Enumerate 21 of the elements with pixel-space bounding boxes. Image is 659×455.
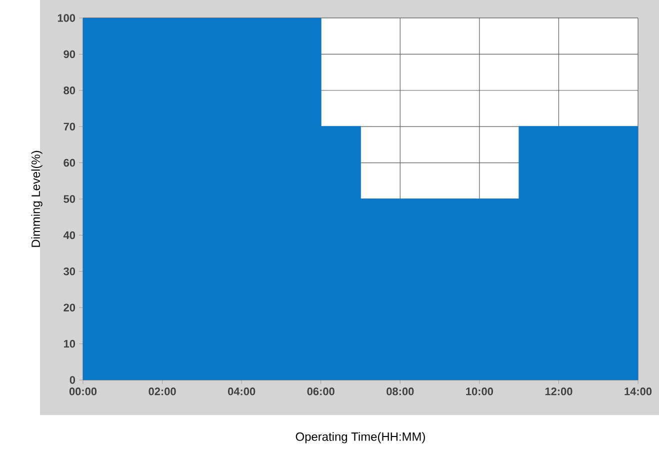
y-tick-label: 30 (64, 268, 76, 276)
y-tick-label: 100 (58, 14, 76, 22)
x-tick-label: 02:00 (148, 388, 176, 396)
y-tick-label: 10 (64, 340, 76, 348)
y-tick-label: 70 (64, 122, 76, 130)
y-tick-label: 20 (64, 304, 76, 312)
y-tick-label: 90 (64, 50, 76, 58)
y-tick-label: 60 (64, 158, 76, 167)
x-axis-title: Operating Time(HH:MM) (296, 432, 425, 444)
x-tick-label: 06:00 (307, 388, 334, 396)
y-tick-label: 80 (64, 86, 76, 94)
x-tick-label: 10:00 (466, 388, 493, 396)
x-tick-label: 04:00 (228, 388, 256, 396)
y-tick-label: 0 (70, 376, 76, 384)
x-tick-label: 14:00 (624, 388, 652, 396)
y-axis-title: Dimming Level(%) (31, 150, 42, 247)
x-tick-label: 00:00 (69, 388, 97, 396)
x-tick-label: 08:00 (386, 388, 414, 396)
y-tick-label: 40 (63, 231, 76, 240)
x-tick-label: 12:00 (545, 388, 572, 396)
y-tick-label: 50 (64, 195, 76, 203)
